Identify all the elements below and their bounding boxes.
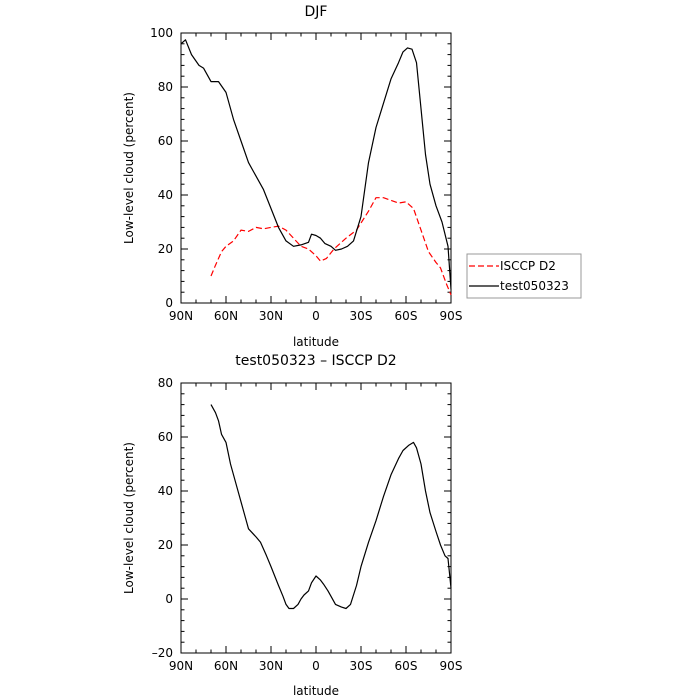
bottom-panel-x-ticks: 90N 60N 30N 0 30S 60S 90S bbox=[169, 383, 463, 673]
x-tick-label: 30N bbox=[259, 309, 283, 323]
top-panel-x-axis-label: latitude bbox=[293, 335, 339, 349]
bottom-panel-y-ticks: –20 0 20 40 60 80 bbox=[152, 376, 451, 660]
top-panel-x-ticks: 90N 60N 30N 0 30S 60S 90S bbox=[169, 33, 463, 323]
top-panel-y-ticks: 0 20 40 60 80 100 bbox=[150, 26, 451, 310]
y-tick-label: 40 bbox=[158, 484, 173, 498]
x-tick-label: 90N bbox=[169, 309, 193, 323]
y-tick-label: 80 bbox=[158, 376, 173, 390]
y-tick-label: 0 bbox=[165, 296, 173, 310]
series-line-difference bbox=[210, 404, 452, 610]
x-tick-label: 60S bbox=[395, 659, 418, 673]
x-tick-label: 90N bbox=[169, 659, 193, 673]
x-tick-label: 30S bbox=[350, 659, 373, 673]
legend-label-test: test050323 bbox=[500, 279, 569, 293]
x-tick-label: 60N bbox=[214, 659, 238, 673]
y-tick-label: 20 bbox=[158, 538, 173, 552]
x-tick-label: 90S bbox=[440, 659, 463, 673]
bottom-panel-x-axis-label: latitude bbox=[293, 684, 339, 698]
y-tick-label: 80 bbox=[158, 80, 173, 94]
y-tick-label: 40 bbox=[158, 188, 173, 202]
y-tick-label: 0 bbox=[165, 592, 173, 606]
y-tick-label: 100 bbox=[150, 26, 173, 40]
bottom-panel-y-axis-label: Low-level cloud (percent) bbox=[122, 442, 136, 594]
x-tick-label: 0 bbox=[312, 309, 320, 323]
y-tick-label: –20 bbox=[152, 646, 173, 660]
x-tick-label: 60N bbox=[214, 309, 238, 323]
top-panel-title: DJF bbox=[305, 4, 328, 20]
x-tick-label: 60S bbox=[395, 309, 418, 323]
x-tick-label: 30S bbox=[350, 309, 373, 323]
series-line-isccp-d2 bbox=[210, 197, 452, 296]
top-panel-series bbox=[180, 39, 452, 296]
bottom-panel-frame bbox=[180, 382, 452, 654]
x-tick-label: 90S bbox=[440, 309, 463, 323]
series-line-test050323 bbox=[180, 39, 452, 290]
top-panel-legend: ISCCP D2 test050323 bbox=[466, 253, 582, 299]
bottom-panel-series bbox=[210, 404, 452, 610]
y-tick-label: 20 bbox=[158, 242, 173, 256]
y-tick-label: 60 bbox=[158, 134, 173, 148]
legend-frame bbox=[466, 253, 582, 299]
y-tick-label: 60 bbox=[158, 430, 173, 444]
x-tick-label: 0 bbox=[312, 659, 320, 673]
top-panel-y-axis-label: Low-level cloud (percent) bbox=[122, 92, 136, 244]
x-tick-label: 30N bbox=[259, 659, 283, 673]
bottom-panel: test050323 – ISCCP D2 –20 0 20 40 60 80 90N 60… bbox=[122, 353, 462, 698]
legend-label-isccp: ISCCP D2 bbox=[500, 259, 556, 273]
top-panel: DJF 0 20 40 60 80 100 90N 60N 30N 0 30S 60S 90S lat… bbox=[122, 4, 582, 349]
top-panel-frame bbox=[180, 32, 452, 304]
bottom-panel-title: test050323 – ISCCP D2 bbox=[235, 353, 396, 369]
